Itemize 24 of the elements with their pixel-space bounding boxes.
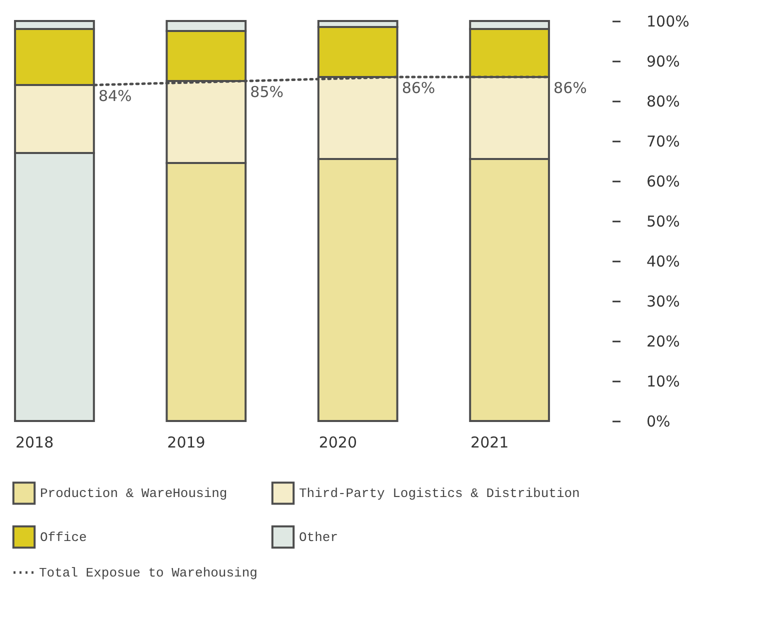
y-tick-label: 80%	[646, 92, 680, 110]
y-tick-label: 30%	[646, 292, 680, 310]
x-tick-label: 2019	[167, 434, 206, 452]
y-tick-label: 100%	[646, 12, 690, 30]
data-label: 86%	[402, 79, 436, 97]
legend-label: Total Exposue to Warehousing	[39, 566, 258, 580]
y-tick-label: 20%	[646, 332, 680, 350]
x-tick-label: 2020	[318, 434, 358, 452]
legend-label: Office	[40, 530, 87, 545]
legend-label: Third-Party Logistics & Distribution	[299, 486, 580, 502]
x-tick-label: 2021	[470, 434, 509, 452]
data-label: 84%	[98, 87, 132, 105]
data-label: 85%	[250, 83, 284, 101]
y-tick-label: 60%	[646, 172, 680, 190]
y-tick-label: 50%	[646, 212, 680, 230]
x-tick-label: 2018	[15, 434, 54, 452]
y-tick-label: 70%	[646, 132, 680, 150]
y-tick-label: 10%	[646, 372, 680, 390]
y-tick-label: 0%	[646, 412, 670, 430]
y-tick-label: 40%	[646, 252, 680, 270]
data-label: 86%	[554, 79, 587, 97]
y-tick-label: 90%	[646, 52, 680, 70]
legend-label: Other	[299, 530, 338, 545]
legend-label: Production & WareHousing	[40, 486, 228, 502]
